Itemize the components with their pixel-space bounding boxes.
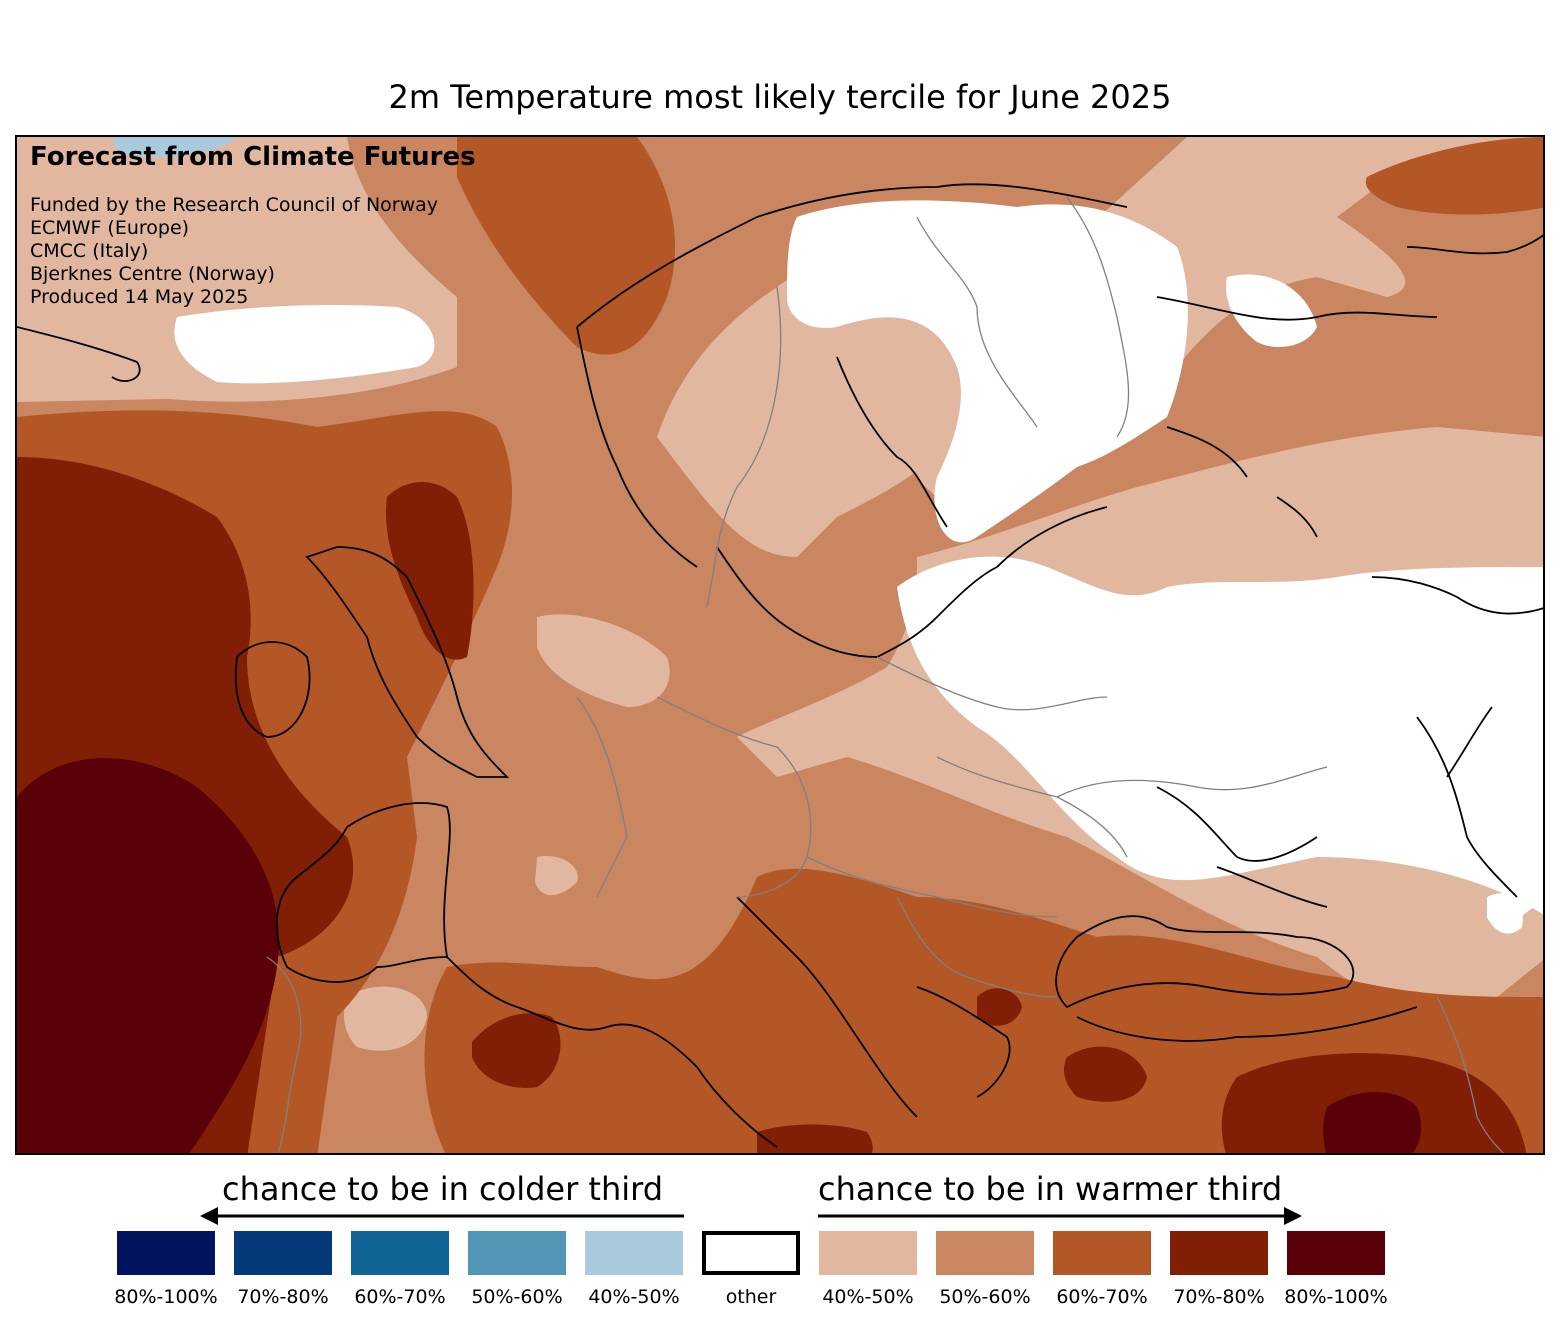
legend-warmer-swatch (1053, 1231, 1151, 1275)
legend-label: 40%-50% (588, 1286, 680, 1308)
region-other-eastern-europe (897, 556, 1543, 927)
legend-warmer-swatch (819, 1231, 917, 1275)
legend-colder-swatch (351, 1231, 449, 1275)
legend-warmer-caption: chance to be in warmer third (818, 1170, 1283, 1208)
info-line: Produced 14 May 2025 (30, 286, 249, 308)
region-70-80-black-sea (1064, 1046, 1147, 1102)
national-borders (266, 196, 1504, 1153)
region-70-80-greece (977, 988, 1022, 1026)
region-70-80-north-sea (386, 482, 474, 660)
legend-warmer-swatch (936, 1231, 1034, 1275)
legend-label: 80%-100% (114, 1286, 218, 1308)
region-60-70-atlantic-north (457, 137, 676, 355)
region-80-100-turkey (1323, 1092, 1422, 1153)
legend-other-swatch (702, 1231, 800, 1275)
legend-label: 40%-50% (822, 1286, 914, 1308)
region-70-80-west-med (472, 1013, 561, 1088)
coastlines (17, 183, 1543, 1148)
legend-arrow-left-icon (200, 1207, 684, 1225)
region-other-kola (1226, 274, 1317, 347)
legend-warmer-swatch (1287, 1231, 1385, 1275)
legend-colder-swatch (468, 1231, 566, 1275)
legend-label: 50%-60% (471, 1286, 563, 1308)
legend-label: 70%-80% (237, 1286, 329, 1308)
legend-arrow-right-icon (818, 1207, 1302, 1225)
region-40-50-iberia (344, 986, 427, 1051)
legend-colder-caption: chance to be in colder third (222, 1170, 664, 1208)
region-colder-40-50-arctic (112, 137, 237, 157)
info-line: ECMWF (Europe) (30, 217, 190, 239)
legend-label: 60%-70% (354, 1286, 446, 1308)
chart-title: 2m Temperature most likely tercile for J… (388, 78, 1172, 116)
map-frame (15, 135, 1545, 1155)
region-70-80-italy-south (757, 1124, 873, 1153)
region-other-black-sea-north (1317, 622, 1369, 680)
info-line: CMCC (Italy) (30, 240, 149, 262)
region-60-70-barents (1365, 137, 1543, 215)
region-other-caspian-edge (1487, 893, 1523, 934)
legend-label: 60%-70% (1056, 1286, 1148, 1308)
info-line: Bjerknes Centre (Norway) (30, 263, 275, 285)
legend-label: other (725, 1286, 777, 1308)
legend-label: 80%-100% (1284, 1286, 1388, 1308)
legend-colder-swatch (585, 1231, 683, 1275)
legend-label: 70%-80% (1173, 1286, 1265, 1308)
info-line: Funded by the Research Council of Norway (30, 194, 439, 216)
tercile-map (17, 137, 1543, 1153)
region-40-50-denmark (537, 614, 670, 707)
info-panel: Forecast from Climate Futures Funded by … (30, 142, 476, 309)
legend-label: 50%-60% (939, 1286, 1031, 1308)
forecast-source-heading: Forecast from Climate Futures (30, 142, 476, 172)
region-40-50-france (535, 856, 578, 896)
region-80-100-atlantic (17, 758, 279, 1153)
region-40-50-scandinavia (657, 258, 978, 557)
region-other-scandinavia-finland (787, 200, 1188, 543)
region-other-arctic-ice (174, 305, 435, 384)
legend-colder-swatch (234, 1231, 332, 1275)
legend-warmer-swatch (1170, 1231, 1268, 1275)
legend-colder-swatch (117, 1231, 215, 1275)
